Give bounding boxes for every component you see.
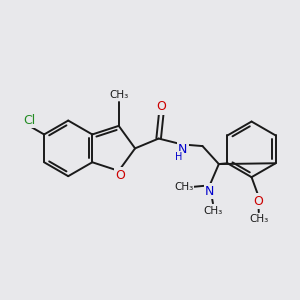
Text: O: O bbox=[253, 194, 263, 208]
Text: O: O bbox=[116, 169, 125, 182]
Text: CH₃: CH₃ bbox=[249, 214, 268, 224]
Text: Cl: Cl bbox=[23, 114, 35, 127]
Text: O: O bbox=[156, 100, 166, 113]
Text: CH₃: CH₃ bbox=[174, 182, 193, 192]
Text: CH₃: CH₃ bbox=[109, 90, 128, 100]
Text: N: N bbox=[178, 143, 188, 156]
Text: H: H bbox=[175, 152, 182, 162]
Text: CH₃: CH₃ bbox=[203, 206, 223, 215]
Text: N: N bbox=[205, 185, 214, 198]
